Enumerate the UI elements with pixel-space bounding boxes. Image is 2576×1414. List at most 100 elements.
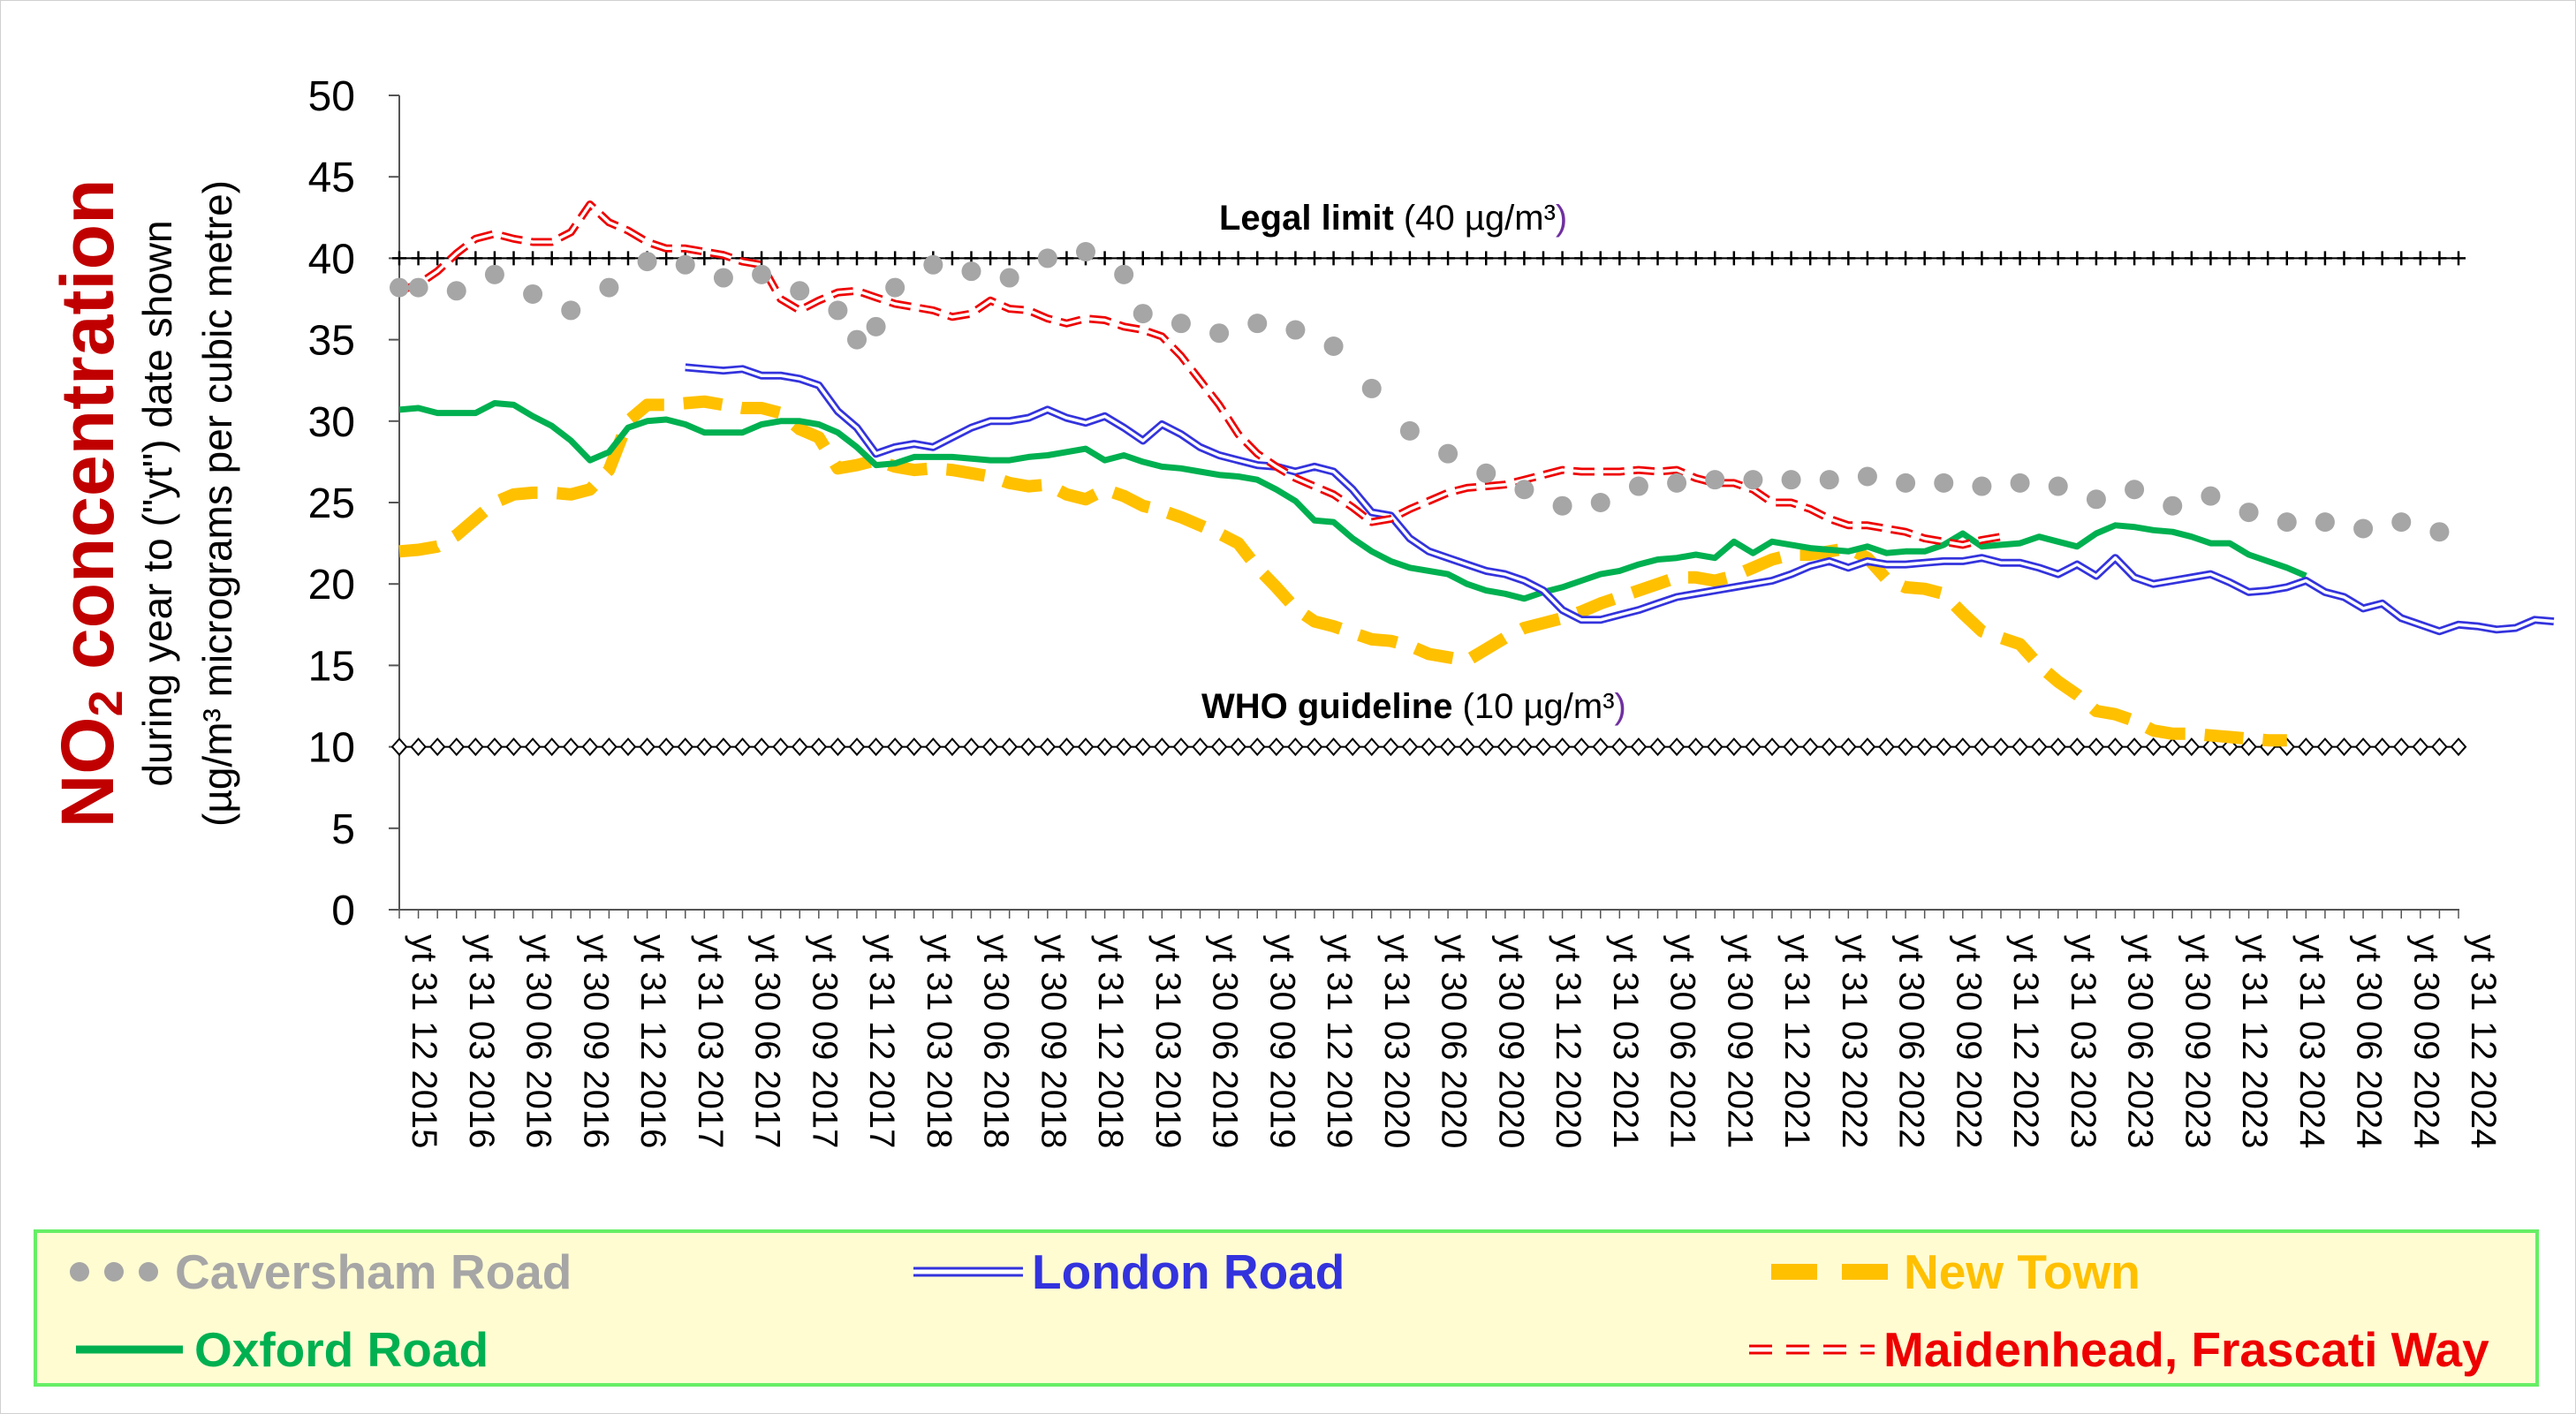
cross-marker — [1402, 251, 1417, 266]
diamond-marker — [1725, 737, 1743, 757]
y-tick-label: 15 — [308, 643, 355, 690]
cross-marker — [697, 251, 712, 266]
diamond-marker — [1363, 737, 1381, 757]
data-point — [1399, 420, 1420, 441]
data-point — [1781, 470, 1801, 490]
cross-marker — [1631, 251, 1646, 266]
x-tick-label: yt 30 09 2021 — [1720, 934, 1759, 1148]
data-point — [1438, 443, 1458, 464]
cross-marker — [868, 251, 883, 266]
cross-marker — [2279, 251, 2294, 266]
cross-marker — [1536, 251, 1550, 266]
diamond-marker — [963, 737, 980, 757]
y-tick-label: 10 — [308, 725, 355, 772]
data-point — [2201, 486, 2221, 506]
cross-marker — [659, 251, 674, 266]
diamond-marker — [2297, 737, 2315, 757]
cross-marker — [1955, 251, 1970, 266]
legend-label-london-road: London Road — [1032, 1244, 1345, 1299]
x-tick-label: yt 31 12 2017 — [862, 934, 901, 1148]
cross-marker — [2165, 251, 2180, 266]
cross-marker — [411, 251, 426, 266]
legend-swatch-caversham-road — [70, 1262, 158, 1282]
legend-swatch-new-town — [1771, 1264, 1892, 1280]
data-point — [866, 316, 886, 336]
diamond-marker — [1534, 737, 1552, 757]
diamond-marker — [619, 737, 637, 757]
data-point — [1972, 476, 1992, 496]
cross-marker — [2184, 251, 2199, 266]
data-point — [961, 261, 981, 282]
y-tick-label: 40 — [308, 236, 355, 283]
cross-marker — [830, 251, 845, 266]
x-tick-label: yt 31 03 2021 — [1606, 934, 1645, 1148]
x-tick-label: yt 31 03 2023 — [2064, 934, 2102, 1148]
cross-marker — [1574, 251, 1589, 266]
cross-marker — [468, 251, 483, 266]
cross-marker — [1803, 251, 1818, 266]
cross-marker — [1974, 251, 1989, 266]
diamond-marker — [2125, 737, 2143, 757]
data-point — [2315, 512, 2335, 533]
diamond-marker — [2087, 737, 2105, 757]
diamond-marker — [1115, 737, 1133, 757]
diamond-marker — [601, 737, 617, 757]
cross-marker — [2413, 251, 2428, 266]
diamond-marker — [1859, 737, 1876, 757]
x-tick-label: yt 30 09 2018 — [1034, 934, 1072, 1148]
diamond-marker — [2030, 737, 2048, 757]
cross-marker — [1345, 251, 1360, 266]
cross-marker — [1135, 251, 1150, 266]
x-tick-label: yt 31 12 2016 — [633, 934, 672, 1148]
data-point — [2010, 473, 2030, 493]
x-tick-label: yt 30 06 2018 — [977, 934, 1016, 1148]
diamond-marker — [1192, 737, 1208, 757]
data-point — [2239, 503, 2259, 523]
series-maidenhead-frascati-way — [398, 200, 2002, 549]
who-guideline-label: WHO guideline (10 µg/m³) — [1201, 687, 1626, 726]
data-point — [2086, 489, 2106, 510]
data-point — [847, 329, 867, 350]
diamond-marker — [428, 737, 446, 757]
x-tick-label: yt 30 09 2024 — [2406, 934, 2445, 1148]
x-tick-label: yt 30 06 2017 — [748, 934, 787, 1148]
legal-limit-line — [392, 251, 2466, 266]
cross-marker — [1117, 251, 1132, 266]
legend-label-new-town: New Town — [1904, 1244, 2140, 1299]
diamond-marker — [1706, 737, 1724, 757]
x-tick-label: yt 30 06 2021 — [1663, 934, 1702, 1148]
cross-marker — [1555, 251, 1570, 266]
data-point — [1323, 336, 1344, 356]
series-oxford-road — [398, 400, 2307, 602]
legal-limit-label: Legal limit (40 µg/m³) — [1219, 199, 1567, 238]
diamond-marker — [753, 737, 770, 757]
diamond-marker — [715, 737, 732, 757]
cross-marker — [1746, 251, 1761, 266]
cross-marker — [1688, 251, 1703, 266]
diamond-marker — [1421, 737, 1437, 757]
diamond-marker — [1268, 737, 1285, 757]
diamond-marker — [1935, 737, 1952, 757]
y-tick-label: 25 — [308, 480, 355, 527]
x-tick-label: yt 31 12 2018 — [1091, 934, 1130, 1148]
x-tick-label: yt 30 06 2023 — [2121, 934, 2160, 1148]
data-point — [1171, 314, 1191, 334]
data-point — [561, 300, 581, 321]
diamond-marker — [1477, 737, 1495, 757]
cross-marker — [392, 251, 406, 266]
x-tick-label: yt 31 03 2016 — [462, 934, 501, 1148]
cross-marker — [2070, 251, 2085, 266]
data-point — [2163, 495, 2183, 516]
data-point — [1476, 463, 1496, 483]
diamond-marker — [2336, 737, 2352, 757]
diamond-marker — [1496, 737, 1514, 757]
data-point — [1934, 473, 1954, 493]
cross-marker — [1021, 251, 1036, 266]
cross-marker — [1212, 251, 1227, 266]
diamond-marker — [1001, 737, 1019, 757]
legend-label-maidenhead: Maidenhead, Frascati Way — [1883, 1322, 2489, 1377]
y-tick-label: 5 — [331, 806, 355, 853]
legend-swatch-london-road — [913, 1267, 1023, 1277]
data-point — [1114, 264, 1134, 284]
legend-swatch-oxford-road — [76, 1345, 183, 1354]
